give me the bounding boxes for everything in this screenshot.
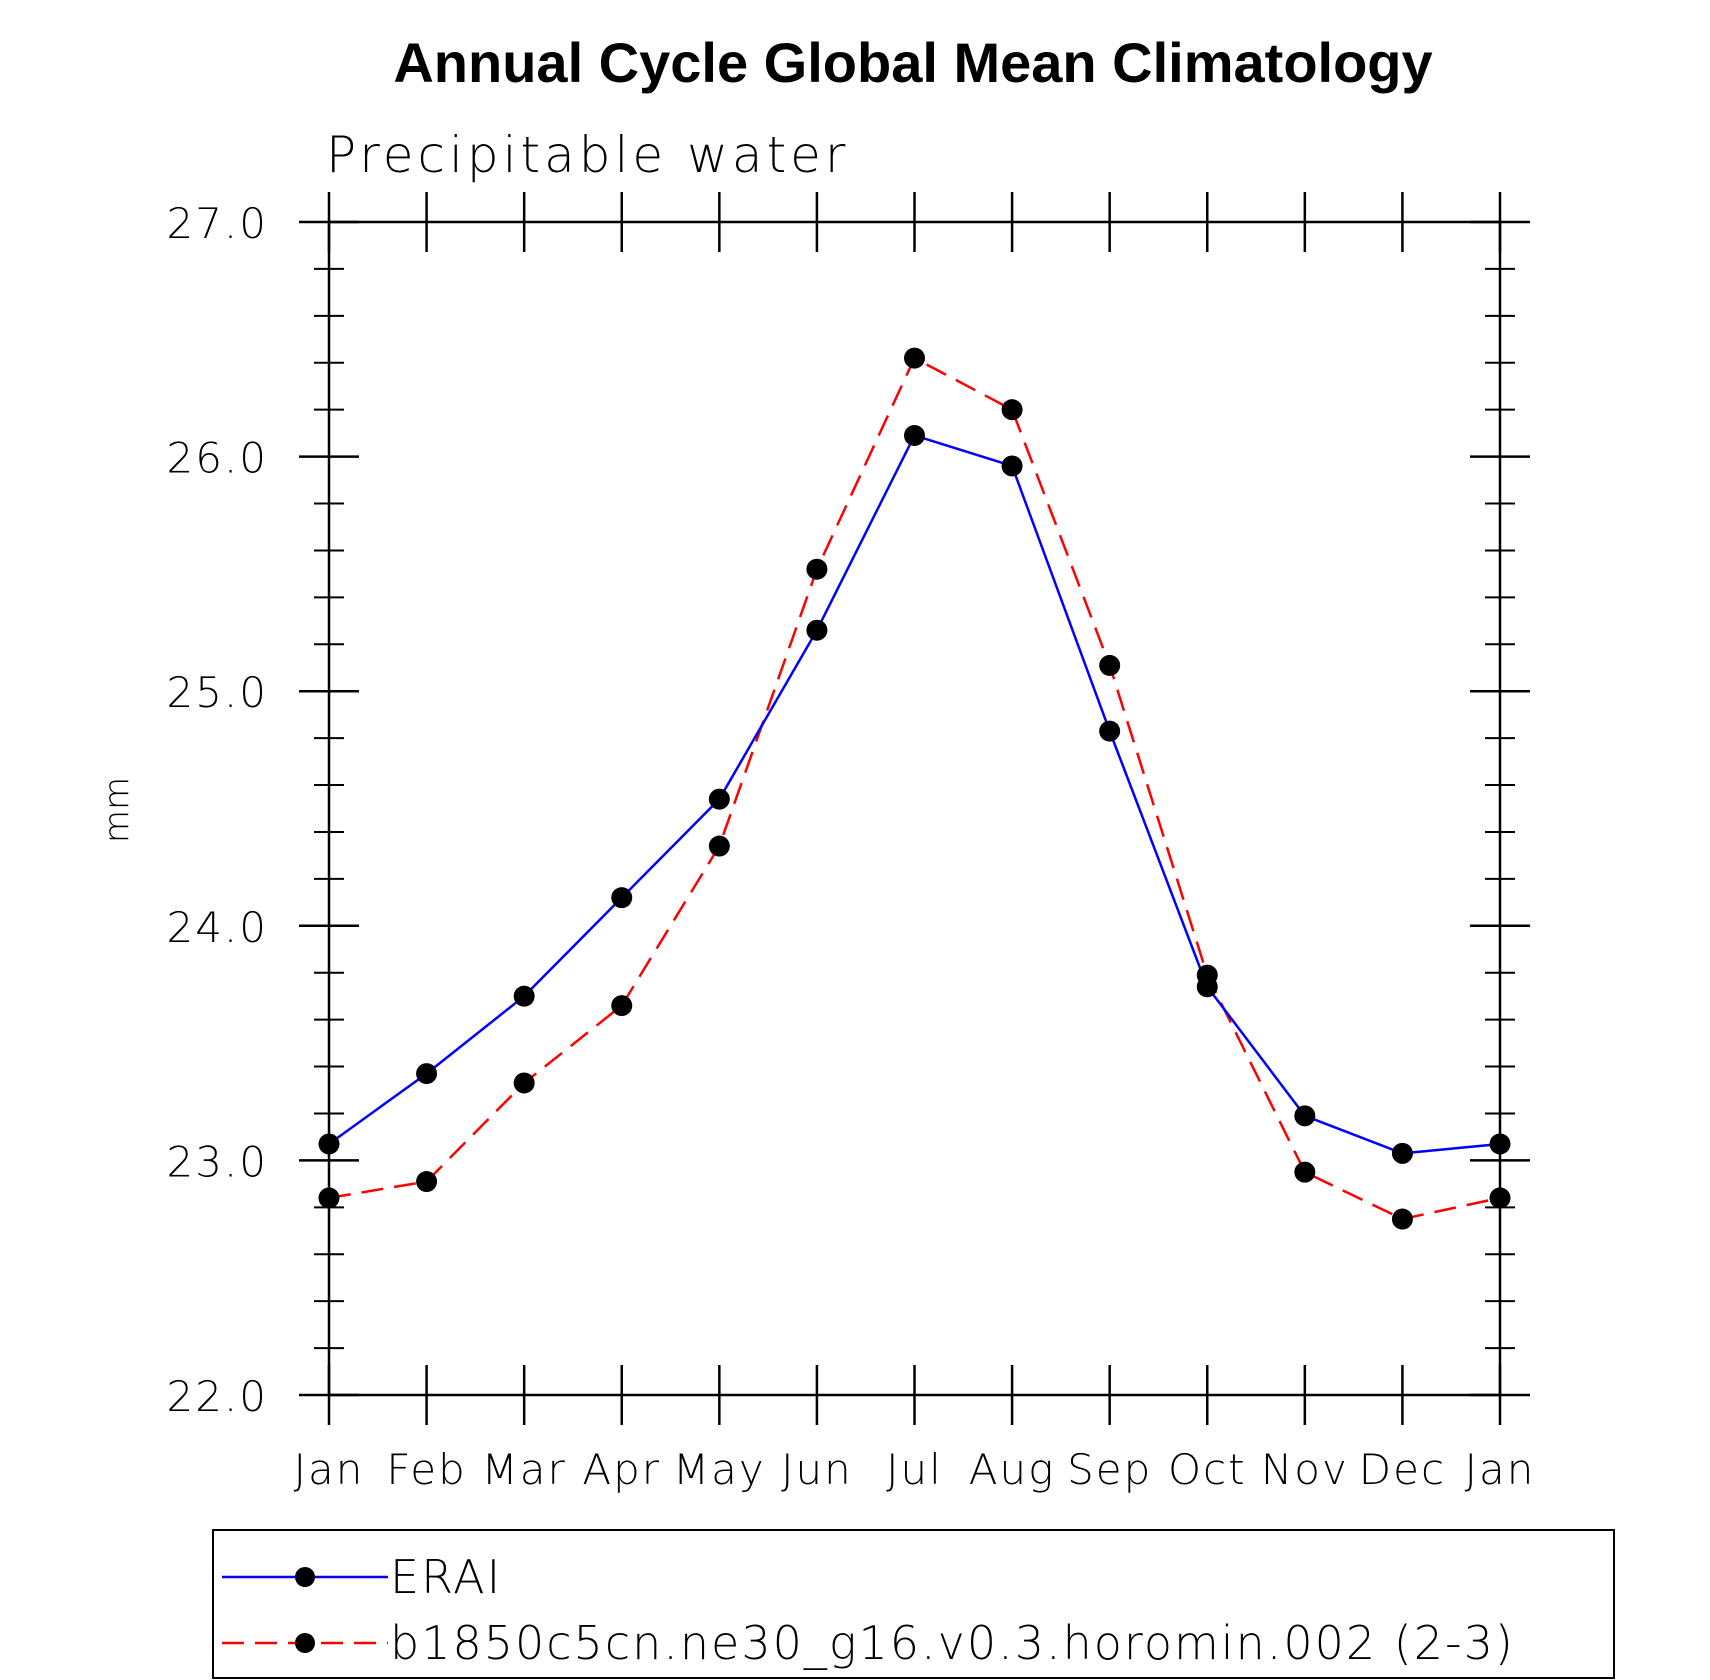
legend-box xyxy=(212,1529,1615,1679)
x-tick-label: May xyxy=(673,1445,766,1494)
legend: ERAI b1850c5cn.ne30_g16.v0.3.horomin.002… xyxy=(212,1529,1615,1679)
series-0-point xyxy=(708,788,730,810)
series-0-point xyxy=(1001,455,1023,477)
series-layer xyxy=(318,347,1511,1230)
series-0-point xyxy=(904,424,925,446)
y-tick-label: 27.0 xyxy=(166,199,268,248)
x-tick-label: Oct xyxy=(1168,1445,1247,1494)
y-tick-label: 25.0 xyxy=(166,668,268,717)
x-tick-label: Jul xyxy=(886,1445,943,1494)
series-1-point xyxy=(611,995,633,1017)
legend-marker-erai xyxy=(295,1567,315,1587)
x-tick-label: Dec xyxy=(1359,1445,1446,1494)
x-tick-label: Aug xyxy=(969,1445,1056,1494)
series-1-point xyxy=(806,558,828,580)
series-1-point xyxy=(416,1171,438,1193)
series-0-point xyxy=(1294,1105,1316,1127)
x-tick-label: Jan xyxy=(294,1445,365,1494)
y-tick-label: 24.0 xyxy=(166,903,268,952)
series-0-point xyxy=(513,985,535,1007)
x-tick-label: Sep xyxy=(1067,1445,1152,1494)
chart-subtitle: Precipitable water xyxy=(326,126,850,184)
series-0-point xyxy=(1391,1142,1413,1164)
series-1-point xyxy=(1001,399,1023,421)
legend-label-erai: ERAI xyxy=(390,1550,502,1604)
series-1-point xyxy=(513,1072,535,1094)
series-1-point xyxy=(904,347,925,369)
series-1-point xyxy=(1391,1208,1413,1230)
plot-frame xyxy=(327,220,1502,1397)
y-tick-label: 22.0 xyxy=(166,1372,268,1421)
series-1-point xyxy=(1099,654,1121,676)
series-0-point xyxy=(1099,720,1121,742)
tick-labels: Jan Feb Mar Apr May Jun Jul Aug Sep Oct Nov Dec Jan 2… xyxy=(166,199,1536,1494)
chart-title: Annual Cycle Global Mean Climatology xyxy=(393,31,1432,94)
series-line-0 xyxy=(328,434,1501,1155)
series-1-point xyxy=(708,835,730,857)
legend-label-model: b1850c5cn.ne30_g16.v0.3.horomin.002 (2-3… xyxy=(390,1616,1515,1670)
x-tick-label: Mar xyxy=(482,1445,567,1494)
y-tick-label: 23.0 xyxy=(166,1137,268,1186)
series-0-point xyxy=(611,887,633,909)
x-tick-label: Apr xyxy=(582,1445,661,1494)
x-tick-label: Nov xyxy=(1261,1445,1349,1494)
axis-ticks xyxy=(299,192,1530,1425)
series-line-1 xyxy=(328,356,1501,1221)
series-0-point xyxy=(806,619,828,641)
x-tick-label: Jun xyxy=(781,1445,853,1494)
series-1-point xyxy=(1294,1161,1316,1183)
series-0-point xyxy=(416,1063,438,1085)
x-tick-label: Feb xyxy=(386,1445,466,1494)
series-0-point xyxy=(1196,976,1218,998)
legend-marker-model xyxy=(295,1633,315,1653)
y-tick-label: 26.0 xyxy=(166,434,268,483)
x-tick-label: Jan xyxy=(1465,1445,1536,1494)
y-axis-title: mm xyxy=(97,777,137,843)
